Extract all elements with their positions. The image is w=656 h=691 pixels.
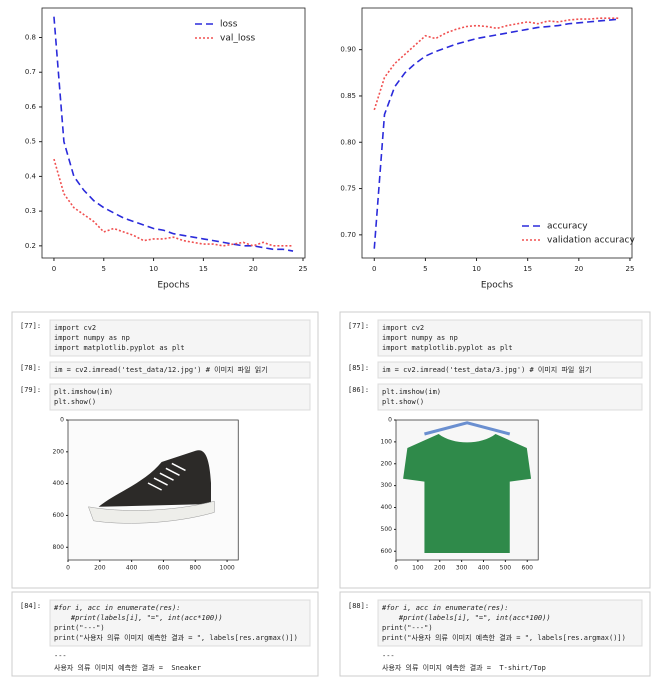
y-tick-label: 400 <box>381 504 393 511</box>
code-line: im = cv2.imread('test_data/3.jpg') # 이미지… <box>382 365 591 374</box>
y-tick-label: 0.85 <box>340 92 356 100</box>
x-tick-label: 300 <box>456 565 468 572</box>
plot-frame <box>362 8 632 258</box>
code-line: im = cv2.imread('test_data/12.jpg') # 이미… <box>54 365 268 374</box>
x-tick-label: 15 <box>523 265 532 273</box>
x-tick-label: 10 <box>472 265 481 273</box>
code-line: print("사용자 의류 이미지 예측한 결과 = ", labels[res… <box>54 633 298 642</box>
y-tick-label: 0 <box>60 417 64 424</box>
code-line: import cv2 <box>382 324 424 332</box>
y-tick-label: 100 <box>381 438 393 445</box>
x-tick-label: 25 <box>299 265 308 273</box>
cell-prompt: [88]: <box>348 602 369 610</box>
y-tick-label: 0.8 <box>25 34 36 42</box>
code-line: #for i, acc in enumerate(res): <box>381 604 508 612</box>
x-tick-label: 20 <box>574 265 583 273</box>
code-line: plt.show() <box>54 398 96 406</box>
y-tick-label: 200 <box>53 448 65 455</box>
y-tick-label: 0.6 <box>25 103 37 111</box>
x-tick-label: 200 <box>434 565 446 572</box>
y-tick-label: 0.70 <box>340 231 356 239</box>
legend-label: accuracy <box>547 222 588 232</box>
legend-label: loss <box>220 20 238 30</box>
x-tick-label: 0 <box>394 565 398 572</box>
cell-output: 사용자 의류 이미지 예측한 결과 = Sneaker <box>54 663 201 672</box>
x-tick-label: 500 <box>500 565 512 572</box>
x-tick-label: 400 <box>126 565 138 572</box>
plot-frame <box>42 8 305 258</box>
cell-prompt: [78]: <box>20 364 41 372</box>
series-line <box>54 159 293 246</box>
code-line: import numpy as np <box>382 334 458 342</box>
x-axis-label: Epochs <box>481 281 514 291</box>
code-line: import matplotlib.pyplot as plt <box>54 344 185 352</box>
x-tick-label: 0 <box>372 265 376 273</box>
code-line: import cv2 <box>54 324 96 332</box>
x-tick-label: 10 <box>149 265 158 273</box>
plot-image <box>68 420 238 560</box>
code-line: import numpy as np <box>54 334 130 342</box>
y-tick-label: 400 <box>53 480 65 487</box>
y-tick-label: 200 <box>381 460 393 467</box>
x-tick-label: 400 <box>478 565 490 572</box>
x-tick-label: 600 <box>522 565 534 572</box>
code-line: #for i, acc in enumerate(res): <box>53 604 180 612</box>
code-line: import matplotlib.pyplot as plt <box>382 344 513 352</box>
y-tick-label: 0.2 <box>25 242 36 250</box>
cell-prompt: [85]: <box>348 364 369 372</box>
cell-output: --- <box>54 652 67 660</box>
code-line: plt.imshow(im) <box>382 388 441 396</box>
y-tick-label: 0.90 <box>340 46 356 54</box>
x-axis-label: Epochs <box>157 281 190 291</box>
plot-image <box>396 420 538 560</box>
x-tick-label: 100 <box>412 565 424 572</box>
series-line <box>374 19 619 249</box>
series-line <box>374 18 619 110</box>
y-tick-label: 0.80 <box>340 138 356 146</box>
x-tick-label: 5 <box>102 265 106 273</box>
code-line: print("---") <box>54 624 105 632</box>
cell-prompt: [84]: <box>20 602 41 610</box>
code-line: print("---") <box>382 624 433 632</box>
x-tick-label: 1000 <box>219 565 234 572</box>
y-tick-label: 0.5 <box>25 138 36 146</box>
cell-prompt: [86]: <box>348 386 369 394</box>
y-tick-label: 600 <box>53 512 65 519</box>
page: 0 5 10 15 20 25 0.2 0.3 0.4 0.5 0.6 0.7 0.8 Epochs los… <box>0 0 656 691</box>
x-tick-label: 20 <box>249 265 258 273</box>
x-tick-label: 15 <box>199 265 208 273</box>
code-line: plt.imshow(im) <box>54 388 113 396</box>
code-line: #print(labels[i], "=", int(acc*100)) <box>382 614 551 622</box>
x-tick-label: 0 <box>66 565 70 572</box>
y-tick-label: 0.4 <box>25 172 37 180</box>
x-tick-label: 0 <box>52 265 56 273</box>
y-tick-label: 600 <box>381 548 393 555</box>
y-tick-label: 0.3 <box>25 207 36 215</box>
x-tick-label: 800 <box>190 565 202 572</box>
y-tick-label: 0.7 <box>25 68 36 76</box>
x-tick-label: 200 <box>94 565 106 572</box>
x-tick-label: 25 <box>625 265 634 273</box>
y-tick-label: 500 <box>381 526 393 533</box>
y-tick-label: 300 <box>381 482 393 489</box>
cell-output: --- <box>382 652 395 660</box>
y-tick-label: 800 <box>53 544 65 551</box>
legend-label: validation accuracy <box>547 236 635 246</box>
series-line <box>54 17 293 251</box>
x-tick-label: 600 <box>158 565 170 572</box>
y-tick-label: 0.75 <box>340 185 356 193</box>
legend-label: val_loss <box>220 34 256 44</box>
code-line: plt.show() <box>382 398 424 406</box>
cell-prompt: [79]: <box>20 386 41 394</box>
code-line: #print(labels[i], "=", int(acc*100)) <box>54 614 223 622</box>
x-tick-label: 5 <box>423 265 427 273</box>
code-line: print("사용자 의류 이미지 예측한 결과 = ", labels[res… <box>382 633 626 642</box>
y-tick-label: 0 <box>388 417 392 424</box>
cell-prompt: [77]: <box>348 322 369 330</box>
cell-output: 사용자 의류 이미지 예측한 결과 = T-shirt/Top <box>382 663 546 672</box>
screenshot: 0 5 10 15 20 25 0.2 0.3 0.4 0.5 0.6 0.7 0.8 Epochs los… <box>0 0 656 691</box>
cell-prompt: [77]: <box>20 322 41 330</box>
